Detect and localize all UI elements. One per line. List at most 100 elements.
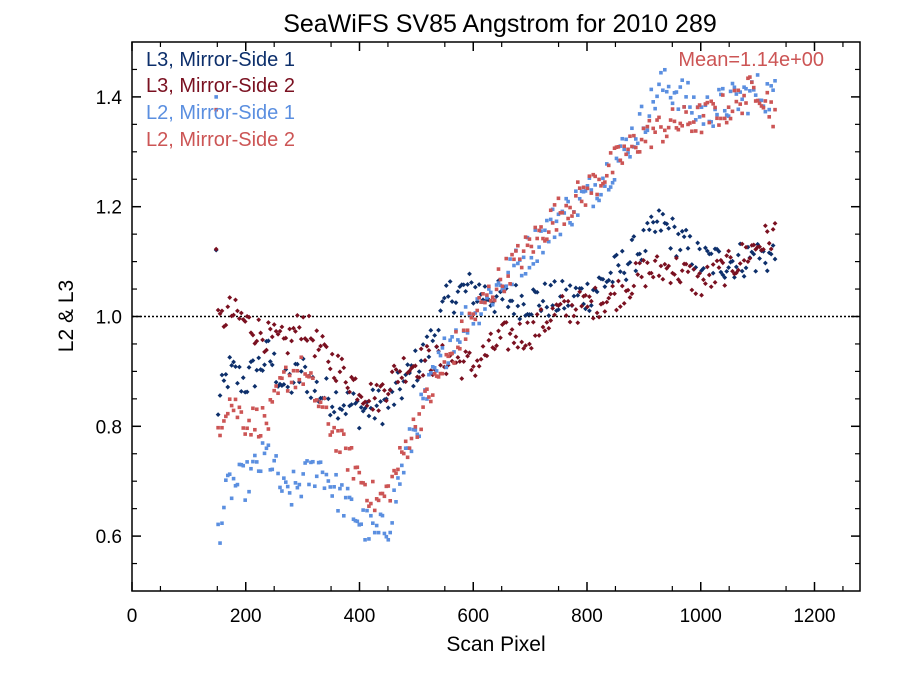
data-point — [438, 308, 443, 314]
data-point — [382, 494, 387, 499]
data-point — [521, 249, 526, 253]
data-point — [345, 468, 350, 472]
data-point — [588, 303, 594, 308]
data-point — [390, 521, 394, 525]
data-point — [519, 293, 525, 299]
data-point — [336, 508, 340, 513]
data-point — [425, 387, 429, 392]
data-point — [340, 428, 344, 433]
data-point — [705, 100, 710, 105]
data-point — [545, 218, 549, 223]
data-point — [630, 144, 634, 149]
data-point — [262, 451, 267, 456]
data-point — [765, 82, 770, 86]
data-point — [278, 485, 282, 490]
data-point — [533, 228, 538, 232]
data-point — [670, 101, 675, 106]
data-point — [509, 327, 515, 332]
data-point — [616, 145, 621, 149]
data-point — [342, 432, 346, 436]
data-point — [546, 313, 552, 318]
data-point — [225, 473, 230, 478]
data-point — [459, 319, 464, 324]
data-point — [701, 277, 706, 283]
data-point — [472, 284, 478, 290]
data-point — [653, 130, 657, 135]
data-point — [227, 397, 232, 401]
data-point — [264, 421, 269, 426]
data-point — [372, 530, 377, 535]
data-point — [253, 427, 257, 432]
data-point — [420, 372, 426, 378]
data-point — [401, 470, 406, 475]
data-point — [307, 374, 311, 379]
data-point — [564, 203, 568, 208]
data-point — [544, 304, 550, 310]
data-point — [463, 305, 468, 309]
data-point — [672, 91, 677, 95]
data-point — [331, 375, 337, 381]
data-point — [362, 399, 368, 405]
data-point — [258, 330, 264, 336]
data-point — [487, 287, 491, 291]
data-point — [625, 287, 631, 293]
data-point — [446, 361, 451, 365]
data-point — [687, 233, 693, 239]
data-point — [643, 139, 648, 144]
data-point — [470, 300, 476, 306]
data-point — [648, 214, 654, 220]
data-point — [247, 418, 251, 423]
data-point — [539, 225, 543, 229]
data-point — [651, 100, 656, 104]
data-point — [333, 378, 339, 384]
data-point — [704, 248, 710, 254]
data-point — [347, 389, 353, 395]
data-point — [282, 476, 286, 480]
data-point — [341, 365, 347, 371]
data-point — [678, 85, 683, 89]
data-point — [753, 246, 759, 252]
data-point — [536, 333, 542, 338]
data-point — [769, 100, 773, 104]
data-point — [483, 307, 487, 311]
data-point — [399, 375, 405, 381]
data-point — [458, 340, 462, 344]
data-point — [440, 346, 445, 350]
data-point — [393, 367, 399, 372]
data-point — [672, 224, 677, 230]
data-point — [722, 116, 727, 121]
data-point — [670, 270, 675, 276]
data-point — [558, 211, 563, 215]
data-point — [481, 300, 485, 305]
data-point — [251, 459, 255, 464]
data-point — [409, 436, 414, 441]
data-point — [430, 338, 436, 344]
data-point — [554, 228, 559, 232]
data-point — [484, 353, 490, 359]
data-point — [734, 99, 739, 104]
data-point — [401, 451, 406, 456]
data-point — [246, 314, 252, 320]
data-point — [666, 84, 671, 89]
data-point — [608, 270, 614, 276]
data-point — [748, 89, 752, 93]
data-point — [507, 331, 513, 337]
data-point — [674, 126, 679, 130]
data-point — [403, 379, 409, 385]
data-point — [338, 450, 342, 455]
x-axis-ticks: 0 200 400 600 800 1000 1200 — [127, 42, 844, 627]
data-point — [214, 107, 218, 112]
data-point — [543, 228, 547, 233]
data-point — [498, 283, 503, 288]
data-point — [641, 227, 646, 233]
data-point — [709, 99, 714, 104]
data-point — [581, 189, 586, 194]
data-point — [632, 145, 636, 149]
data-point — [486, 337, 492, 343]
data-point — [577, 196, 582, 201]
data-point — [701, 113, 706, 118]
data-point — [330, 430, 334, 434]
data-point — [602, 284, 608, 290]
data-point — [376, 408, 382, 413]
data-point — [235, 482, 240, 487]
